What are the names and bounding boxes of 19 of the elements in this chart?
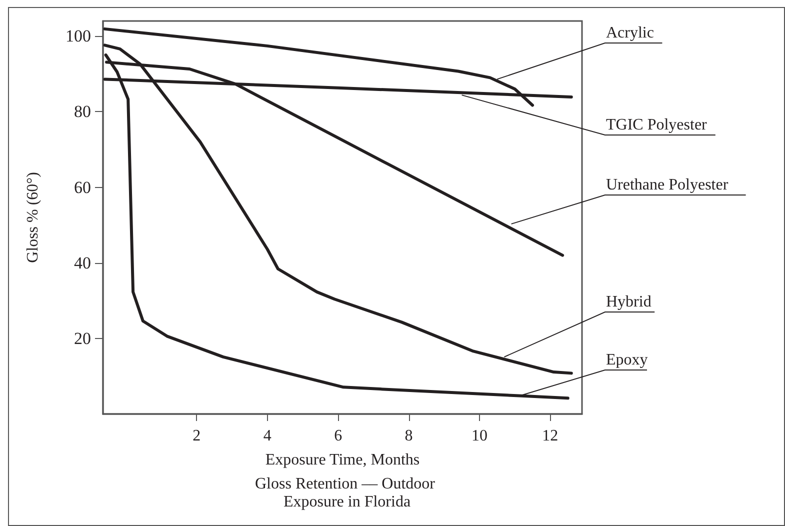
x-tick-label: 12 bbox=[542, 428, 558, 444]
x-tick-label: 10 bbox=[471, 428, 488, 444]
annotation: TGIC Polyester bbox=[606, 116, 708, 134]
x-axis-title: Exposure Time, Months bbox=[265, 452, 420, 468]
y-axis-title: Gloss % (60°) bbox=[24, 172, 42, 263]
y-tick-label: 60 bbox=[74, 178, 91, 197]
x-tick-label: 8 bbox=[404, 428, 413, 444]
x-tick-label: 6 bbox=[334, 428, 342, 444]
annotation: Acrylic bbox=[606, 24, 654, 42]
y-tick-label: 20 bbox=[74, 328, 91, 348]
x-tick-label: 4 bbox=[263, 428, 272, 444]
annotation: Hybrid bbox=[606, 294, 652, 310]
x-tick-label: 2 bbox=[192, 428, 201, 444]
y-tick-label: 40 bbox=[74, 253, 91, 272]
y-tick-label: 100 bbox=[66, 26, 91, 46]
y-tick-label: 80 bbox=[74, 102, 91, 122]
text: Gloss Retention –– Outdoor Exposure in Florida bbox=[255, 476, 439, 510]
annotation: Epoxy bbox=[606, 352, 648, 368]
annotation: Urethane Polyester bbox=[606, 176, 729, 194]
